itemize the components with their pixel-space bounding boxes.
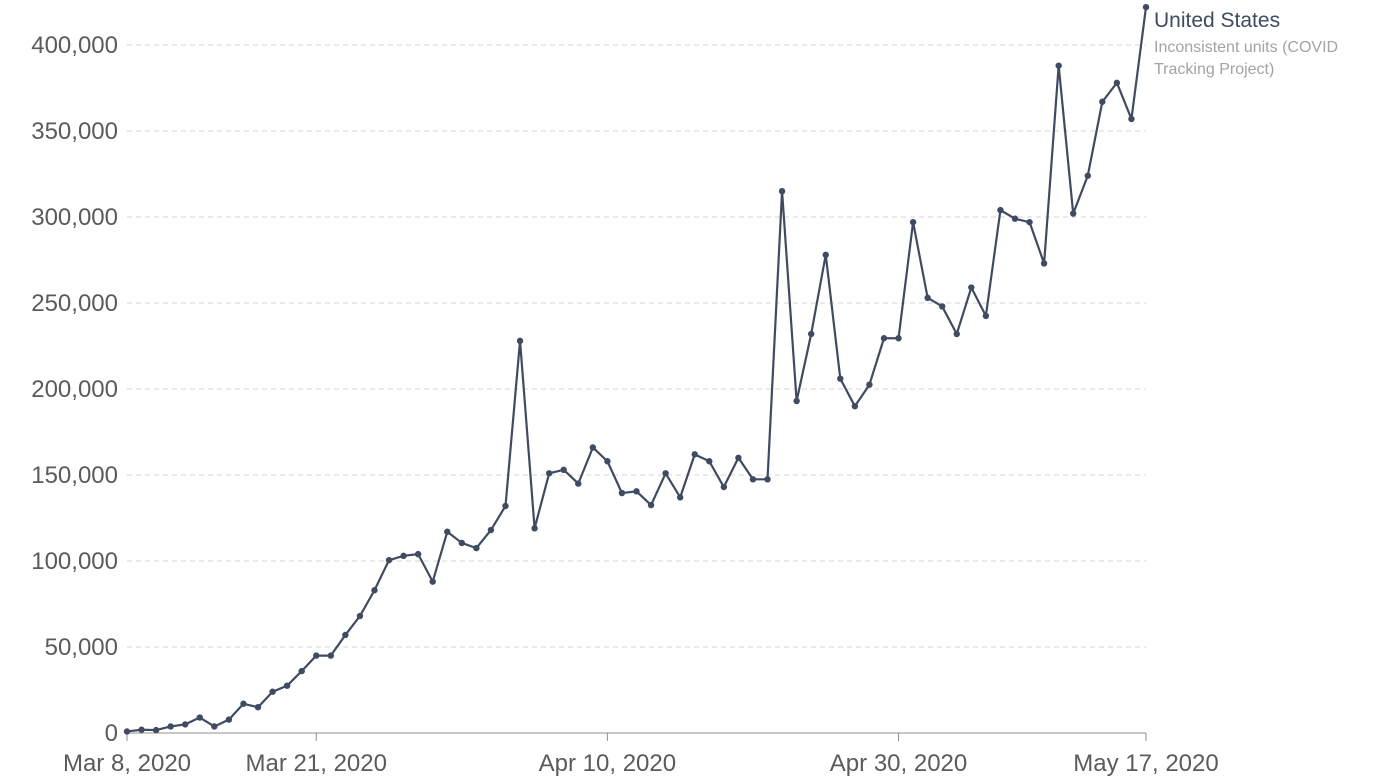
data-point	[400, 552, 407, 560]
data-point	[968, 284, 975, 291]
data-point	[516, 337, 524, 345]
data-point	[589, 444, 597, 451]
data-point	[895, 335, 902, 342]
data-point	[837, 375, 844, 382]
data-point	[793, 397, 800, 405]
y-tick-label: 350,000	[31, 118, 118, 145]
y-axis: 0 50,000 100,000 150,000 200,000 250,000 300,0…	[31, 32, 118, 747]
data-point	[939, 303, 946, 310]
y-tick-label: 200,000	[31, 376, 118, 403]
grid-lines	[127, 44, 1146, 648]
data-point	[997, 206, 1004, 214]
data-point	[502, 502, 509, 510]
data-point	[749, 476, 757, 483]
data-point	[575, 480, 582, 487]
data-point	[414, 550, 422, 558]
data-point	[982, 312, 990, 320]
data-point	[1113, 79, 1121, 87]
data-point	[196, 714, 203, 721]
data-point	[444, 528, 451, 535]
series-name-label: United States	[1154, 9, 1280, 32]
data-point	[720, 483, 728, 491]
data-point	[458, 539, 466, 547]
data-point	[152, 726, 160, 734]
data-point	[880, 335, 888, 342]
x-tick-label: Mar 21, 2020	[246, 750, 387, 776]
data-point	[1011, 215, 1019, 222]
data-point	[545, 470, 553, 477]
data-point	[1055, 62, 1062, 69]
y-tick-label: 400,000	[31, 32, 118, 59]
data-point	[822, 251, 829, 259]
data-point	[735, 454, 742, 461]
data-point	[924, 294, 931, 302]
data-point	[182, 721, 189, 728]
y-tick-label: 250,000	[31, 290, 118, 317]
y-tick-label: 100,000	[31, 548, 118, 575]
x-tick-label: Mar 8, 2020	[63, 750, 191, 776]
series-label: United States Inconsistent units (COVID …	[1154, 9, 1338, 78]
x-tick-label: May 17, 2020	[1073, 750, 1218, 776]
data-point	[1084, 172, 1091, 179]
data-point	[676, 494, 684, 501]
data-point	[531, 525, 538, 532]
data-point	[211, 723, 218, 730]
series-line	[125, 6, 1148, 733]
data-point	[225, 716, 233, 723]
data-point	[560, 466, 567, 474]
x-axis: Mar 8, 2020 Mar 21, 2020 Apr 10, 2020 Apr 3…	[63, 732, 1219, 777]
series-subtitle-line-2: Tracking Project)	[1154, 61, 1274, 78]
data-point	[123, 728, 131, 735]
data-point	[473, 544, 480, 552]
series-subtitle-line-1: Inconsistent units (COVID	[1154, 39, 1338, 56]
y-tick-label: 50,000	[45, 634, 118, 661]
data-point	[283, 682, 291, 689]
data-point	[1142, 3, 1150, 11]
y-tick-label: 0	[105, 720, 118, 747]
data-point	[953, 330, 960, 338]
data-point	[633, 488, 640, 495]
data-point	[618, 489, 626, 497]
data-point	[1070, 210, 1077, 217]
data-point	[662, 470, 669, 477]
data-point	[778, 188, 786, 195]
data-point	[167, 723, 174, 730]
data-point	[269, 688, 276, 695]
data-point	[327, 652, 334, 659]
y-tick-label: 300,000	[31, 204, 118, 231]
data-point	[1026, 218, 1033, 226]
y-tick-label: 150,000	[31, 462, 118, 489]
data-point	[1128, 115, 1135, 123]
data-point	[807, 330, 815, 338]
data-point	[385, 556, 393, 564]
x-tick-label: Apr 30, 2020	[830, 750, 967, 776]
data-point	[342, 631, 349, 639]
data-point	[240, 700, 247, 707]
data-point	[313, 652, 320, 659]
data-point	[866, 381, 873, 388]
data-point	[647, 501, 655, 509]
series-layer	[123, 3, 1150, 735]
data-point	[298, 667, 305, 675]
data-point	[1040, 260, 1048, 267]
data-point	[254, 704, 262, 711]
data-point	[604, 458, 611, 465]
data-point	[371, 587, 378, 594]
data-point	[487, 526, 495, 534]
data-point	[691, 451, 698, 458]
data-point	[851, 403, 859, 410]
data-point	[764, 476, 771, 483]
data-point	[706, 458, 713, 465]
data-point	[429, 578, 436, 585]
data-point	[909, 218, 917, 226]
data-point	[138, 726, 145, 733]
data-point	[356, 612, 364, 620]
data-point	[1099, 98, 1106, 105]
x-tick-label: Apr 10, 2020	[539, 750, 676, 776]
